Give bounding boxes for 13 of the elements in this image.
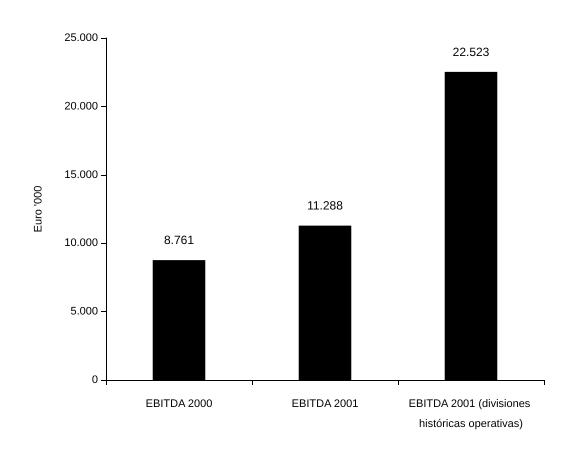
- data-label: 8.761: [164, 233, 194, 248]
- x-tick-label: EBITDA 2001 (divisiones históricas operativas): [408, 398, 534, 430]
- y-tick-label: 0: [92, 374, 98, 386]
- data-label: 11.288: [307, 198, 344, 213]
- y-axis-title: Euro '000: [32, 186, 44, 232]
- y-tick-label: 20.000: [64, 100, 98, 112]
- x-tick-label: EBITDA 2001: [292, 398, 358, 410]
- y-tick-label: 5.000: [70, 306, 98, 318]
- y-tick-label: 15.000: [64, 168, 98, 181]
- y-tick-label: 25.000: [64, 32, 98, 44]
- data-label: 22.523: [452, 44, 490, 59]
- x-tick-label: EBITDA 2000: [146, 398, 212, 410]
- y-tick-label: 10.000: [64, 237, 98, 250]
